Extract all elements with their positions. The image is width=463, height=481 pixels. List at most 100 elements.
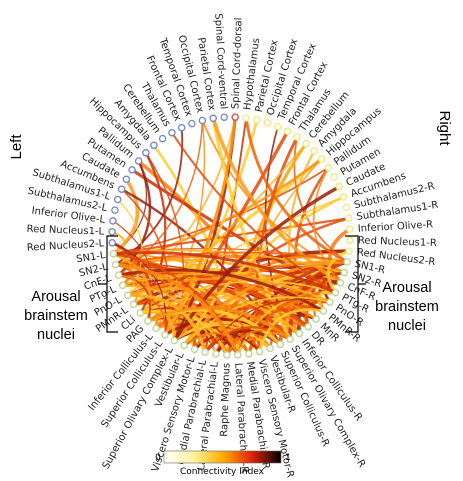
connection-chord bbox=[211, 116, 343, 285]
connection-chord bbox=[117, 119, 204, 276]
node-marker bbox=[150, 141, 158, 150]
node-marker bbox=[312, 315, 320, 323]
connection-chord bbox=[326, 249, 351, 295]
connection-chord bbox=[226, 158, 323, 356]
connection-chord bbox=[211, 116, 292, 341]
node-marker bbox=[231, 113, 239, 121]
connection-chord bbox=[139, 196, 345, 314]
node-marker bbox=[129, 300, 138, 309]
node-marker bbox=[122, 175, 131, 184]
right-group-bracket bbox=[345, 235, 366, 333]
colorbar-title: Connectivity Index bbox=[180, 467, 265, 477]
node-marker bbox=[136, 309, 145, 317]
node-marker bbox=[276, 340, 285, 349]
connection-chord bbox=[244, 116, 349, 264]
connection-chord bbox=[112, 217, 350, 255]
node-marker bbox=[346, 236, 354, 244]
connection-chord bbox=[183, 332, 250, 355]
node-label: SN1-L bbox=[76, 250, 107, 265]
node-marker bbox=[188, 119, 196, 128]
node-marker bbox=[319, 307, 328, 315]
node-marker bbox=[209, 114, 217, 123]
colorbar bbox=[163, 450, 282, 464]
node-marker bbox=[142, 149, 150, 157]
node-marker bbox=[234, 351, 242, 359]
node-marker bbox=[326, 298, 334, 306]
node-marker bbox=[293, 133, 301, 141]
right-group-label-line1: Arousal bbox=[382, 280, 431, 296]
connection-chord bbox=[111, 230, 126, 255]
node-marker bbox=[335, 182, 344, 191]
node-marker bbox=[331, 288, 340, 297]
node-label: Red Nucleus1-L bbox=[26, 224, 104, 238]
connection-chord bbox=[113, 262, 240, 357]
node-marker bbox=[170, 336, 179, 345]
node-marker bbox=[344, 214, 353, 222]
node-marker bbox=[342, 203, 351, 212]
left-group-bracket bbox=[98, 235, 118, 333]
node-marker bbox=[223, 351, 231, 359]
node-marker bbox=[245, 349, 253, 358]
node-label: Red Nucleus1-R bbox=[358, 235, 437, 249]
connection-chord bbox=[172, 184, 342, 343]
node-marker bbox=[317, 155, 326, 163]
connection-chord bbox=[117, 198, 143, 296]
node-marker bbox=[168, 128, 176, 137]
connection-chord bbox=[111, 242, 167, 336]
node-marker bbox=[346, 225, 354, 233]
node-marker bbox=[113, 195, 122, 204]
node-marker bbox=[295, 329, 304, 338]
connection-chord bbox=[312, 166, 342, 284]
node-label: Spinal Cord-ventral bbox=[212, 13, 228, 109]
node-marker bbox=[198, 116, 207, 125]
node-marker bbox=[117, 185, 126, 193]
right-group-label-line3: nuclei bbox=[388, 318, 426, 334]
node-marker bbox=[158, 134, 167, 143]
node-label: Spinal Cord-dorsal bbox=[230, 17, 244, 109]
node-marker bbox=[114, 271, 123, 279]
node-marker bbox=[118, 281, 127, 290]
connection-chord bbox=[117, 274, 140, 306]
node-marker bbox=[161, 331, 169, 339]
node-marker bbox=[111, 206, 119, 214]
left-group-label-line3: nuclei bbox=[37, 327, 75, 343]
node-marker bbox=[310, 147, 318, 155]
node-marker bbox=[108, 239, 116, 247]
node-marker bbox=[177, 123, 186, 132]
node-marker bbox=[304, 322, 312, 331]
connection-chord bbox=[146, 306, 292, 341]
node-marker bbox=[324, 163, 333, 172]
node-marker bbox=[152, 324, 160, 333]
node-marker bbox=[111, 260, 120, 269]
node-marker bbox=[212, 350, 220, 358]
node-marker bbox=[123, 291, 132, 299]
node-marker bbox=[253, 116, 261, 124]
right-group-label-line2: brainstem bbox=[375, 299, 439, 315]
node-marker bbox=[128, 166, 136, 174]
left-group-label-line2: brainstem bbox=[24, 308, 88, 324]
connection-chord bbox=[258, 308, 325, 353]
node-label: Red Nucleus2-L bbox=[27, 238, 105, 253]
node-marker bbox=[343, 258, 351, 266]
node-marker bbox=[134, 157, 143, 165]
connection-chord bbox=[111, 251, 338, 295]
node-marker bbox=[220, 113, 228, 121]
node-marker bbox=[283, 127, 292, 136]
left-group-label-line1: Arousal bbox=[31, 289, 80, 305]
node-marker bbox=[180, 341, 188, 350]
node-marker bbox=[263, 118, 272, 127]
node-marker bbox=[340, 268, 349, 277]
connection-chord bbox=[125, 293, 207, 354]
colorbar-min-label: 0 bbox=[155, 453, 161, 463]
colorbar-max-label: 1 bbox=[285, 453, 291, 463]
node-marker bbox=[302, 139, 310, 148]
node-marker bbox=[109, 217, 117, 225]
connection-chords bbox=[110, 115, 352, 357]
node-marker bbox=[339, 193, 348, 201]
node-marker bbox=[144, 317, 152, 325]
node-label: Inferior Olive-R bbox=[358, 219, 434, 234]
node-marker bbox=[242, 114, 250, 122]
